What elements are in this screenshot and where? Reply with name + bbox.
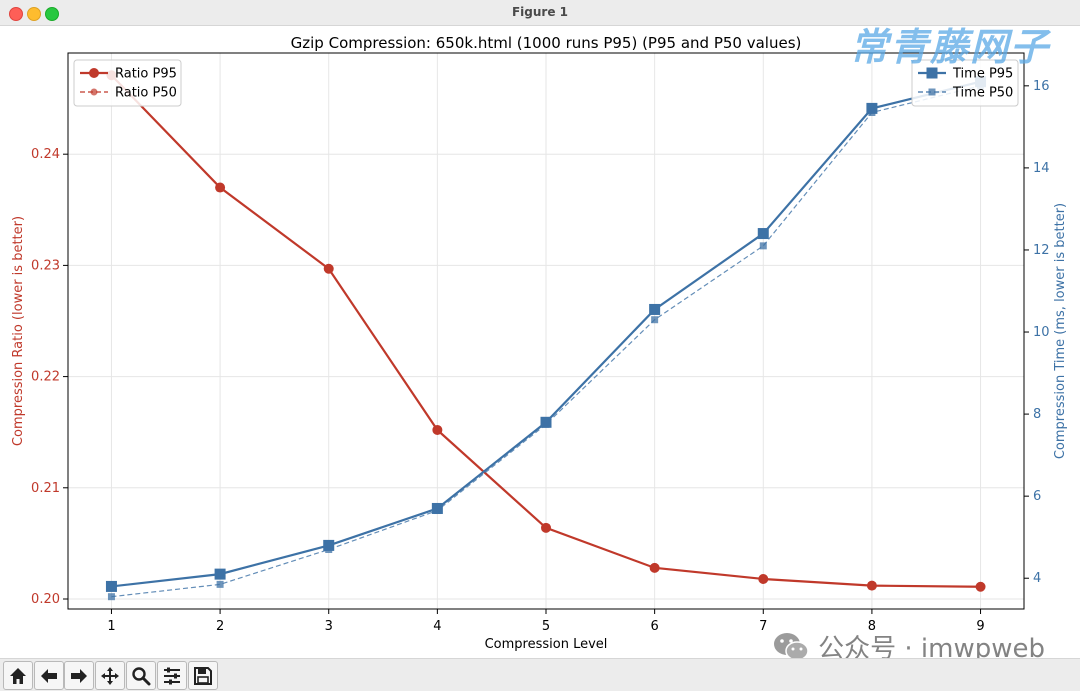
chart: 1 2 3 4 5 6 7 8 90.200.210.220.230.2446810121416… (11, 34, 1068, 652)
data-point-time-p95 (214, 568, 226, 580)
save-button[interactable] (188, 661, 218, 690)
series-line-time-p50 (111, 85, 981, 598)
toolbar (0, 658, 1080, 691)
x-tick-label: 1 (107, 619, 115, 634)
close-window-button[interactable] (9, 7, 23, 21)
x-tick-label: 4 (433, 619, 441, 634)
data-point-time-p50 (107, 593, 115, 601)
y-right-tick-label: 6 (1033, 489, 1041, 504)
data-point-time-p95 (866, 102, 878, 114)
y-right-axis-label: Compression Time (ms, lower is better) (1053, 203, 1068, 459)
configure-subplots-icon (164, 667, 180, 684)
legend-label-time-p95: Time P95 (952, 67, 1013, 82)
legend-marker-time-p50 (928, 88, 936, 96)
legend-right-box (911, 59, 1019, 107)
data-point-time-p50 (325, 546, 333, 554)
wechat-icon (772, 630, 810, 664)
window-title: Figure 1 (511, 5, 569, 19)
x-tick-label: 8 (868, 619, 876, 634)
pan-button[interactable] (95, 661, 125, 690)
data-point-ratio-p50 (216, 184, 224, 192)
y-left-tick-label: 0.23 (31, 258, 60, 273)
data-point-time-p95 (323, 539, 335, 551)
data-point-ratio-p50 (868, 582, 876, 590)
data-point-ratio-p50 (542, 524, 550, 532)
back-button[interactable] (34, 661, 64, 690)
legend-left-box (73, 59, 182, 107)
legend-marker-ratio-p50 (90, 88, 98, 96)
legend-marker-time-p95 (926, 67, 938, 79)
save-icon (194, 666, 212, 685)
window-titlebar: Figure 1 (0, 0, 1080, 26)
data-point-time-p95 (757, 228, 769, 240)
forward-arrow-icon (71, 668, 87, 683)
data-point-time-p50 (216, 580, 224, 588)
y-right-tick-label: 16 (1033, 79, 1050, 94)
data-point-ratio-p50 (977, 583, 985, 591)
minimize-window-button[interactable] (27, 7, 41, 21)
y-left-tick-label: 0.20 (31, 592, 60, 607)
x-tick-label: 6 (650, 619, 658, 634)
x-tick-label: 5 (542, 619, 550, 634)
watermark-top: 常青藤网子 (849, 25, 1050, 69)
data-point-time-p50 (868, 108, 876, 116)
y-right-tick-label: 10 (1033, 325, 1050, 340)
x-tick-label: 2 (216, 619, 224, 634)
x-tick-label: 7 (759, 619, 767, 634)
home-icon (10, 667, 26, 684)
back-arrow-icon (41, 668, 57, 683)
data-point-ratio-p50 (325, 265, 333, 273)
data-point-ratio-p50 (651, 564, 659, 572)
zoom-icon (132, 666, 151, 685)
data-point-ratio-p50 (759, 575, 767, 583)
data-point-time-p50 (542, 420, 550, 428)
configure-subplots-button[interactable] (157, 661, 187, 690)
data-point-time-p50 (651, 316, 659, 324)
y-left-tick-label: 0.22 (31, 370, 60, 385)
x-tick-label: 9 (976, 619, 984, 634)
data-point-time-p50 (759, 242, 767, 250)
y-left-tick-label: 0.24 (31, 147, 60, 162)
x-tick-label: 3 (325, 619, 333, 634)
y-right-tick-label: 14 (1033, 161, 1050, 176)
y-right-tick-label: 12 (1033, 243, 1050, 258)
pan-icon (101, 666, 119, 685)
x-axis-label: Compression Level (485, 637, 608, 652)
zoom-window-button[interactable] (45, 7, 59, 21)
y-right-tick-label: 4 (1033, 571, 1041, 586)
y-right-tick-label: 8 (1033, 407, 1041, 422)
forward-button[interactable] (64, 661, 94, 690)
legend-label-ratio-p95: Ratio P95 (115, 67, 177, 82)
data-point-time-p95 (649, 303, 661, 315)
legend-label-time-p50: Time P50 (952, 86, 1013, 101)
data-point-ratio-p50 (433, 426, 441, 434)
data-point-time-p95 (105, 580, 117, 592)
y-left-axis-label: Compression Ratio (lower is better) (11, 216, 26, 446)
legend-label-ratio-p50: Ratio P50 (115, 86, 177, 101)
data-point-time-p50 (433, 507, 441, 515)
y-left-tick-label: 0.21 (31, 481, 60, 496)
chart-title: Gzip Compression: 650k.html (1000 runs P… (291, 34, 802, 52)
legend-marker-ratio-p95 (89, 68, 99, 78)
home-button[interactable] (3, 661, 33, 690)
zoom-button[interactable] (126, 661, 156, 690)
